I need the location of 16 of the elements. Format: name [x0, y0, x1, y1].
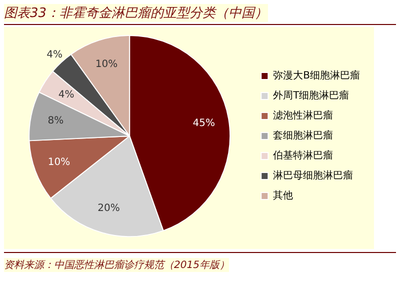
data-label: 20%: [98, 203, 120, 214]
data-label: 10%: [95, 58, 118, 70]
data-label: 4%: [58, 90, 74, 101]
legend-label: 弥漫大B细胞淋巴瘤: [273, 70, 360, 82]
data-label: 45%: [192, 118, 215, 129]
data-label: 8%: [48, 115, 64, 126]
data-label: 4%: [46, 49, 62, 60]
text: 资料来源：中国恶性淋巴瘤诊疗规范（2015年版）: [4, 258, 230, 272]
legend-label: 淋巴母细胞淋巴瘤: [273, 170, 354, 182]
chart-title: 图表33：非霍奇金淋巴瘤的亚型分类（中国）: [4, 4, 268, 22]
legend-label: 其他: [273, 190, 294, 202]
data-label: 10%: [48, 156, 70, 168]
legend-label: 套细胞淋巴瘤: [273, 130, 334, 142]
legend-label: 伯基特淋巴瘤: [273, 150, 334, 162]
legend-label: 滤泡性淋巴瘤: [273, 110, 334, 122]
legend-label: 外周T细胞淋巴瘤: [273, 90, 350, 102]
